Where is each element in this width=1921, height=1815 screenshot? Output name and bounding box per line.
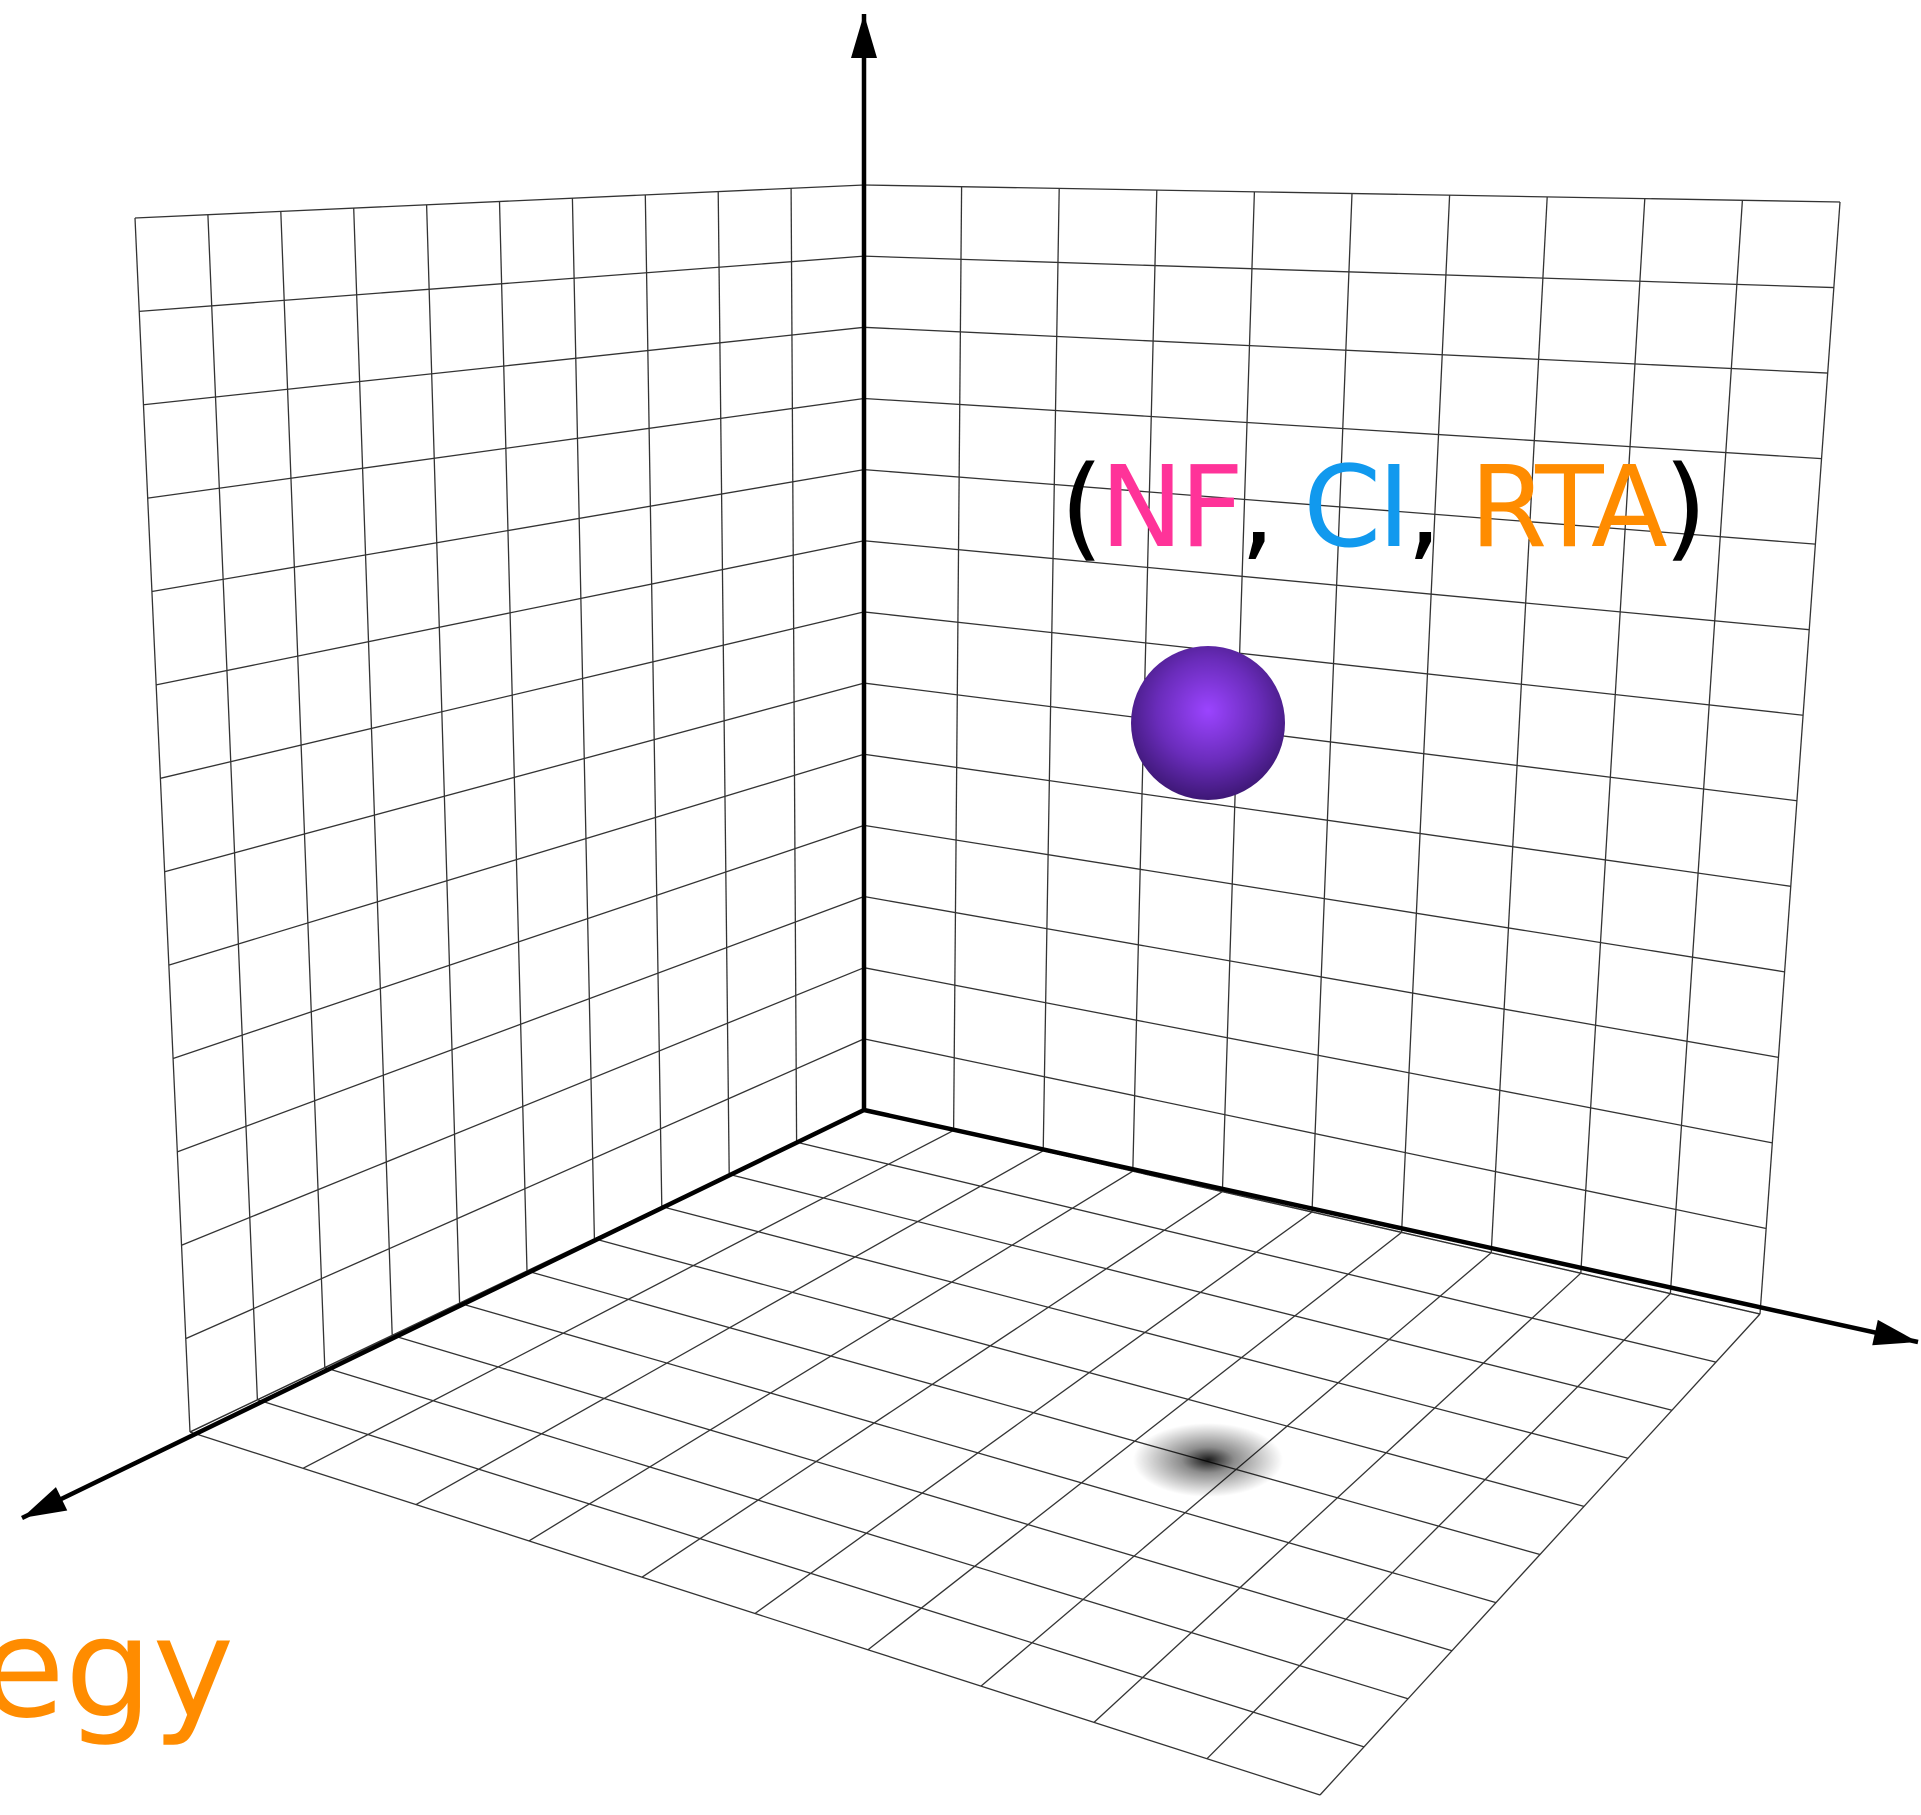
label-separator-1: , [1239, 443, 1304, 573]
grid-line [139, 255, 865, 313]
grid-line [1490, 196, 1548, 1253]
grid-line [207, 214, 259, 1400]
grid-line [134, 217, 191, 1433]
right-wall-grid [863, 184, 1841, 1315]
grid-line [164, 682, 865, 873]
shadow-icon [1133, 1423, 1283, 1497]
grid-line [661, 1205, 1629, 1459]
label-rta: RTA [1469, 443, 1668, 573]
grid-line [863, 397, 1822, 460]
label-close-paren: ) [1663, 443, 1708, 573]
label-ci: CI [1303, 443, 1410, 573]
right-axis-arrowhead [1872, 1319, 1918, 1346]
grid-line [594, 1238, 1585, 1508]
sphere-icon [1131, 646, 1285, 800]
grid-line [185, 1038, 865, 1340]
grid-line [172, 824, 865, 1060]
left-wall-grid [134, 184, 865, 1433]
grid-line [1580, 198, 1646, 1274]
grid-line [1400, 195, 1451, 1233]
grid-line [863, 967, 1773, 1144]
grid-line [863, 753, 1791, 887]
grid-line [526, 1270, 1541, 1556]
grid-line [280, 211, 326, 1368]
grid-line [143, 326, 865, 406]
label-open-paren: ( [1060, 443, 1104, 573]
grid-line [324, 1366, 1409, 1700]
grid-line [952, 186, 963, 1131]
grid-line [189, 1431, 1321, 1796]
grid-line [644, 194, 663, 1207]
grid-line [863, 1038, 1767, 1230]
grid-line [168, 753, 865, 966]
grid-line [156, 540, 865, 686]
label-nf: NF [1099, 443, 1244, 573]
grid-line [1311, 193, 1353, 1213]
grid-line [863, 468, 1816, 545]
grid-line [147, 397, 865, 499]
grid-line [181, 967, 865, 1246]
grid-line [498, 201, 528, 1272]
grid-line [796, 1141, 1717, 1363]
left-axis [21, 1107, 865, 1521]
grid-line [863, 326, 1828, 374]
grid-line [1759, 201, 1841, 1315]
grid-line [257, 1399, 1365, 1748]
grid-line [863, 540, 1810, 631]
x-axis-label: egy [0, 1588, 235, 1749]
grid-line [1669, 200, 1744, 1294]
label-separator-2: , [1406, 443, 1470, 573]
right-axis [863, 1107, 1919, 1345]
grid-line [425, 204, 461, 1304]
grid-line [459, 1302, 1497, 1604]
point-coordinate-label: (NF, CI, RTA) [1060, 452, 1707, 564]
grid-line [717, 191, 730, 1175]
grid-line [863, 682, 1798, 802]
grid-line [177, 895, 865, 1153]
grid-line [729, 1173, 1673, 1411]
left-axis-arrowhead [22, 1487, 68, 1518]
grid-line [151, 468, 865, 593]
grid-line [1042, 188, 1060, 1151]
grid-line [134, 184, 865, 219]
grid-line [863, 895, 1779, 1059]
grid-line [392, 1334, 1453, 1652]
axes [21, 14, 1919, 1521]
floor-grid [189, 1109, 1761, 1796]
vertical-axis-arrowhead [851, 14, 877, 58]
grid-line [353, 208, 393, 1336]
grid-line [160, 611, 865, 779]
grid-line [863, 255, 1834, 289]
grid-line [571, 198, 596, 1239]
grid-line [863, 611, 1804, 716]
grid-line [863, 824, 1785, 973]
grid-line [863, 184, 1841, 203]
grid-line [790, 188, 798, 1143]
